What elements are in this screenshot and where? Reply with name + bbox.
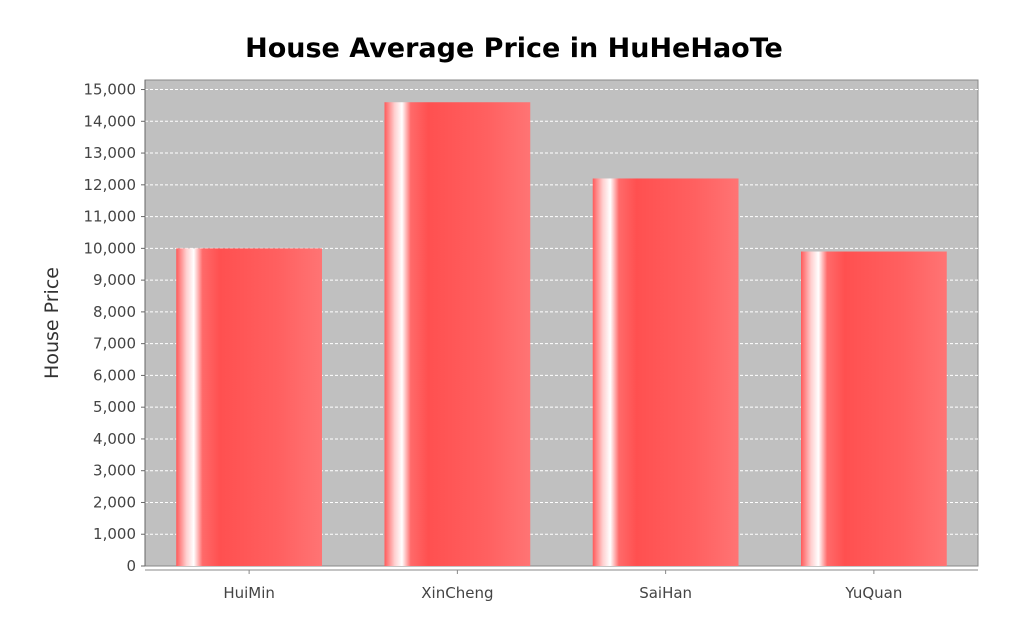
y-tick-label: 12,000 [84, 176, 137, 194]
chart-title: House Average Price in HuHeHaoTe [245, 33, 783, 64]
y-tick-label: 6,000 [93, 366, 136, 384]
y-tick-label: 10,000 [84, 239, 137, 257]
y-tick-label: 14,000 [84, 112, 137, 130]
y-tick-label: 13,000 [84, 144, 137, 162]
y-tick-label: 11,000 [84, 208, 137, 226]
y-axis-label: House Price [41, 267, 63, 379]
x-tick-labels: HuiMin XinCheng SaiHan YuQuan [223, 570, 902, 602]
x-tick-label: HuiMin [223, 584, 275, 602]
y-tick-label: 15,000 [84, 81, 137, 99]
y-tick-label: 7,000 [93, 335, 136, 353]
y-tick-label: 3,000 [93, 462, 136, 480]
x-tick-label: YuQuan [844, 584, 902, 602]
bar-saihan [592, 178, 739, 566]
axes [144, 80, 978, 571]
y-tick-label: 0 [126, 557, 136, 575]
bars [176, 102, 947, 566]
bar-huimin [176, 248, 323, 566]
y-tick-label: 1,000 [93, 525, 136, 543]
y-tick-label: 9,000 [93, 271, 136, 289]
x-tick-label: SaiHan [639, 584, 692, 602]
x-tick-label: XinCheng [421, 584, 493, 602]
y-tick-labels: 0 1,000 2,000 3,000 4,000 5,000 6,000 7,000 8,00… [84, 81, 145, 575]
bar-xincheng [384, 102, 531, 566]
y-tick-label: 2,000 [93, 493, 136, 511]
y-tick-label: 8,000 [93, 303, 136, 321]
bar-yuquan [800, 251, 947, 566]
y-tick-label: 4,000 [93, 430, 136, 448]
gridlines [145, 89, 978, 535]
y-tick-label: 5,000 [93, 398, 136, 416]
